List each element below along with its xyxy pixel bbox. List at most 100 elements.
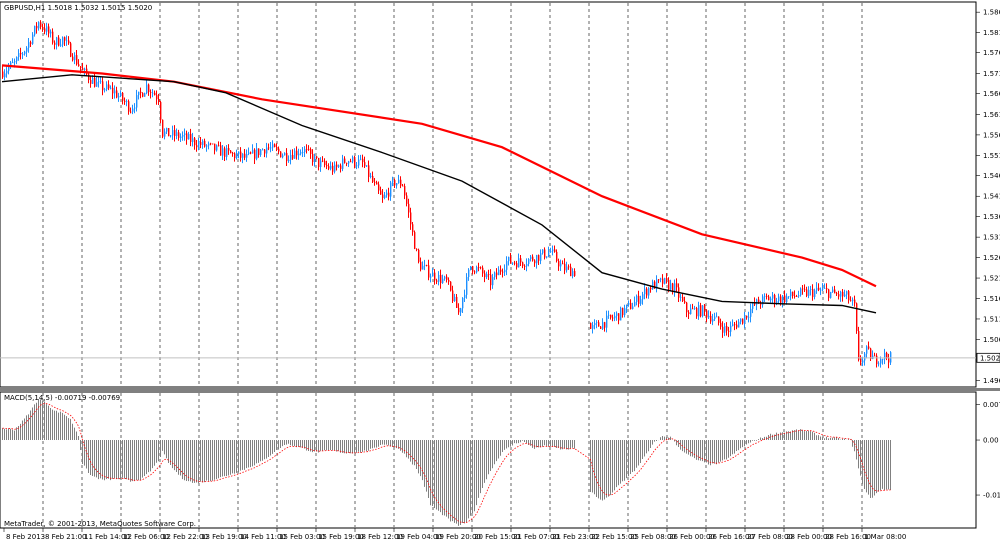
- candle-body: [350, 161, 352, 163]
- candle-body: [72, 56, 74, 61]
- candle-body: [594, 323, 596, 326]
- candle-body: [608, 314, 610, 316]
- candle-body: [808, 289, 810, 296]
- candle-body: [226, 148, 228, 157]
- candle-body: [666, 277, 668, 281]
- candle-body: [490, 274, 492, 286]
- candle-body: [216, 145, 218, 151]
- candle-body: [864, 353, 866, 361]
- candle-body: [784, 295, 786, 303]
- candle-body: [186, 133, 188, 140]
- candle-body: [154, 92, 156, 96]
- candle-body: [180, 136, 182, 138]
- candle-body: [296, 150, 298, 156]
- candle-body: [164, 131, 166, 137]
- candle-body: [302, 152, 304, 153]
- candle-body: [240, 151, 242, 158]
- candle-body: [850, 300, 852, 302]
- candle-body: [446, 276, 448, 280]
- candle-body: [376, 182, 378, 185]
- candle-body: [94, 77, 96, 87]
- candle-body: [770, 298, 772, 301]
- candle-body: [528, 258, 530, 264]
- candle-body: [598, 322, 600, 327]
- candle-body: [450, 281, 452, 291]
- candle-body: [232, 153, 234, 154]
- candle-body: [140, 91, 142, 94]
- candle-body: [462, 297, 464, 309]
- candle-body: [738, 321, 740, 328]
- candle-body: [220, 145, 222, 156]
- candle-body: [120, 92, 122, 97]
- candle-body: [488, 274, 490, 275]
- candle-body: [158, 99, 160, 103]
- candle-body: [740, 318, 742, 322]
- x-tick-label: 19 Feb 20:00: [435, 533, 481, 541]
- candle-body: [542, 249, 544, 254]
- candle-body: [124, 100, 126, 102]
- price-axis-ticks: 1.5865 1.5815 1.5766 1.5715 1.5666 1.5615 1.55…: [976, 9, 1000, 385]
- candle-body: [804, 289, 806, 291]
- candle-body: [414, 232, 416, 249]
- candle-body: [40, 22, 42, 27]
- candle-body: [402, 185, 404, 187]
- candle-body: [308, 149, 310, 150]
- candle-body: [538, 255, 540, 261]
- candle-body: [238, 151, 240, 155]
- macd-header: MACD(5,14,5) -0.00719 -0.00769: [4, 394, 120, 402]
- candle-body: [494, 272, 496, 278]
- candle-body: [566, 266, 568, 271]
- candle-body: [632, 306, 634, 310]
- candle-body: [540, 253, 542, 261]
- candle-body: [710, 315, 712, 322]
- candle-body: [56, 37, 58, 45]
- y-tick-label: 1.4965: [983, 377, 1000, 385]
- candle-body: [744, 315, 746, 324]
- candle-body: [792, 291, 794, 296]
- x-tick-label: 21 Feb 23:00: [552, 533, 598, 541]
- candle-body: [264, 149, 266, 154]
- candle-body: [162, 119, 164, 137]
- candle-body: [426, 265, 428, 266]
- candle-body: [614, 315, 616, 319]
- candle-body: [336, 164, 338, 167]
- candle-body: [288, 159, 290, 162]
- candle-body: [364, 162, 366, 167]
- candle-body: [772, 295, 774, 299]
- candle-body: [626, 304, 628, 309]
- candle-body: [170, 135, 172, 137]
- candle-body: [254, 149, 256, 159]
- candle-body: [590, 323, 592, 329]
- candle-body: [482, 267, 484, 274]
- candle-body: [692, 308, 694, 310]
- y-tick-label: 0.00: [983, 437, 999, 445]
- x-tick-label: 11 Feb 14:00: [84, 533, 130, 541]
- candle-body: [624, 308, 626, 316]
- candle-body: [218, 145, 220, 147]
- candle-body: [672, 283, 674, 293]
- x-tick-label: 22 Feb 15:00: [591, 533, 637, 541]
- x-tick-label: 19 Feb 04:00: [396, 533, 442, 541]
- candle-body: [460, 308, 462, 313]
- candle-body: [356, 165, 358, 167]
- candle-body: [706, 310, 708, 318]
- candle-body: [556, 251, 558, 261]
- candle-body: [358, 159, 360, 166]
- candle-body: [224, 148, 226, 157]
- candle-body: [788, 296, 790, 298]
- candle-body: [558, 260, 560, 267]
- candle-body: [290, 154, 292, 160]
- candle-body: [470, 266, 472, 270]
- candle-body: [46, 26, 48, 32]
- candle-body: [798, 295, 800, 297]
- candle-body: [546, 256, 548, 258]
- candle-body: [610, 314, 612, 318]
- candle-body: [110, 87, 112, 89]
- candle-body: [70, 43, 72, 57]
- candle-body: [318, 157, 320, 168]
- candle-body: [554, 249, 556, 252]
- candle-body: [548, 252, 550, 257]
- candle-body: [830, 291, 832, 298]
- candle-body: [190, 133, 192, 143]
